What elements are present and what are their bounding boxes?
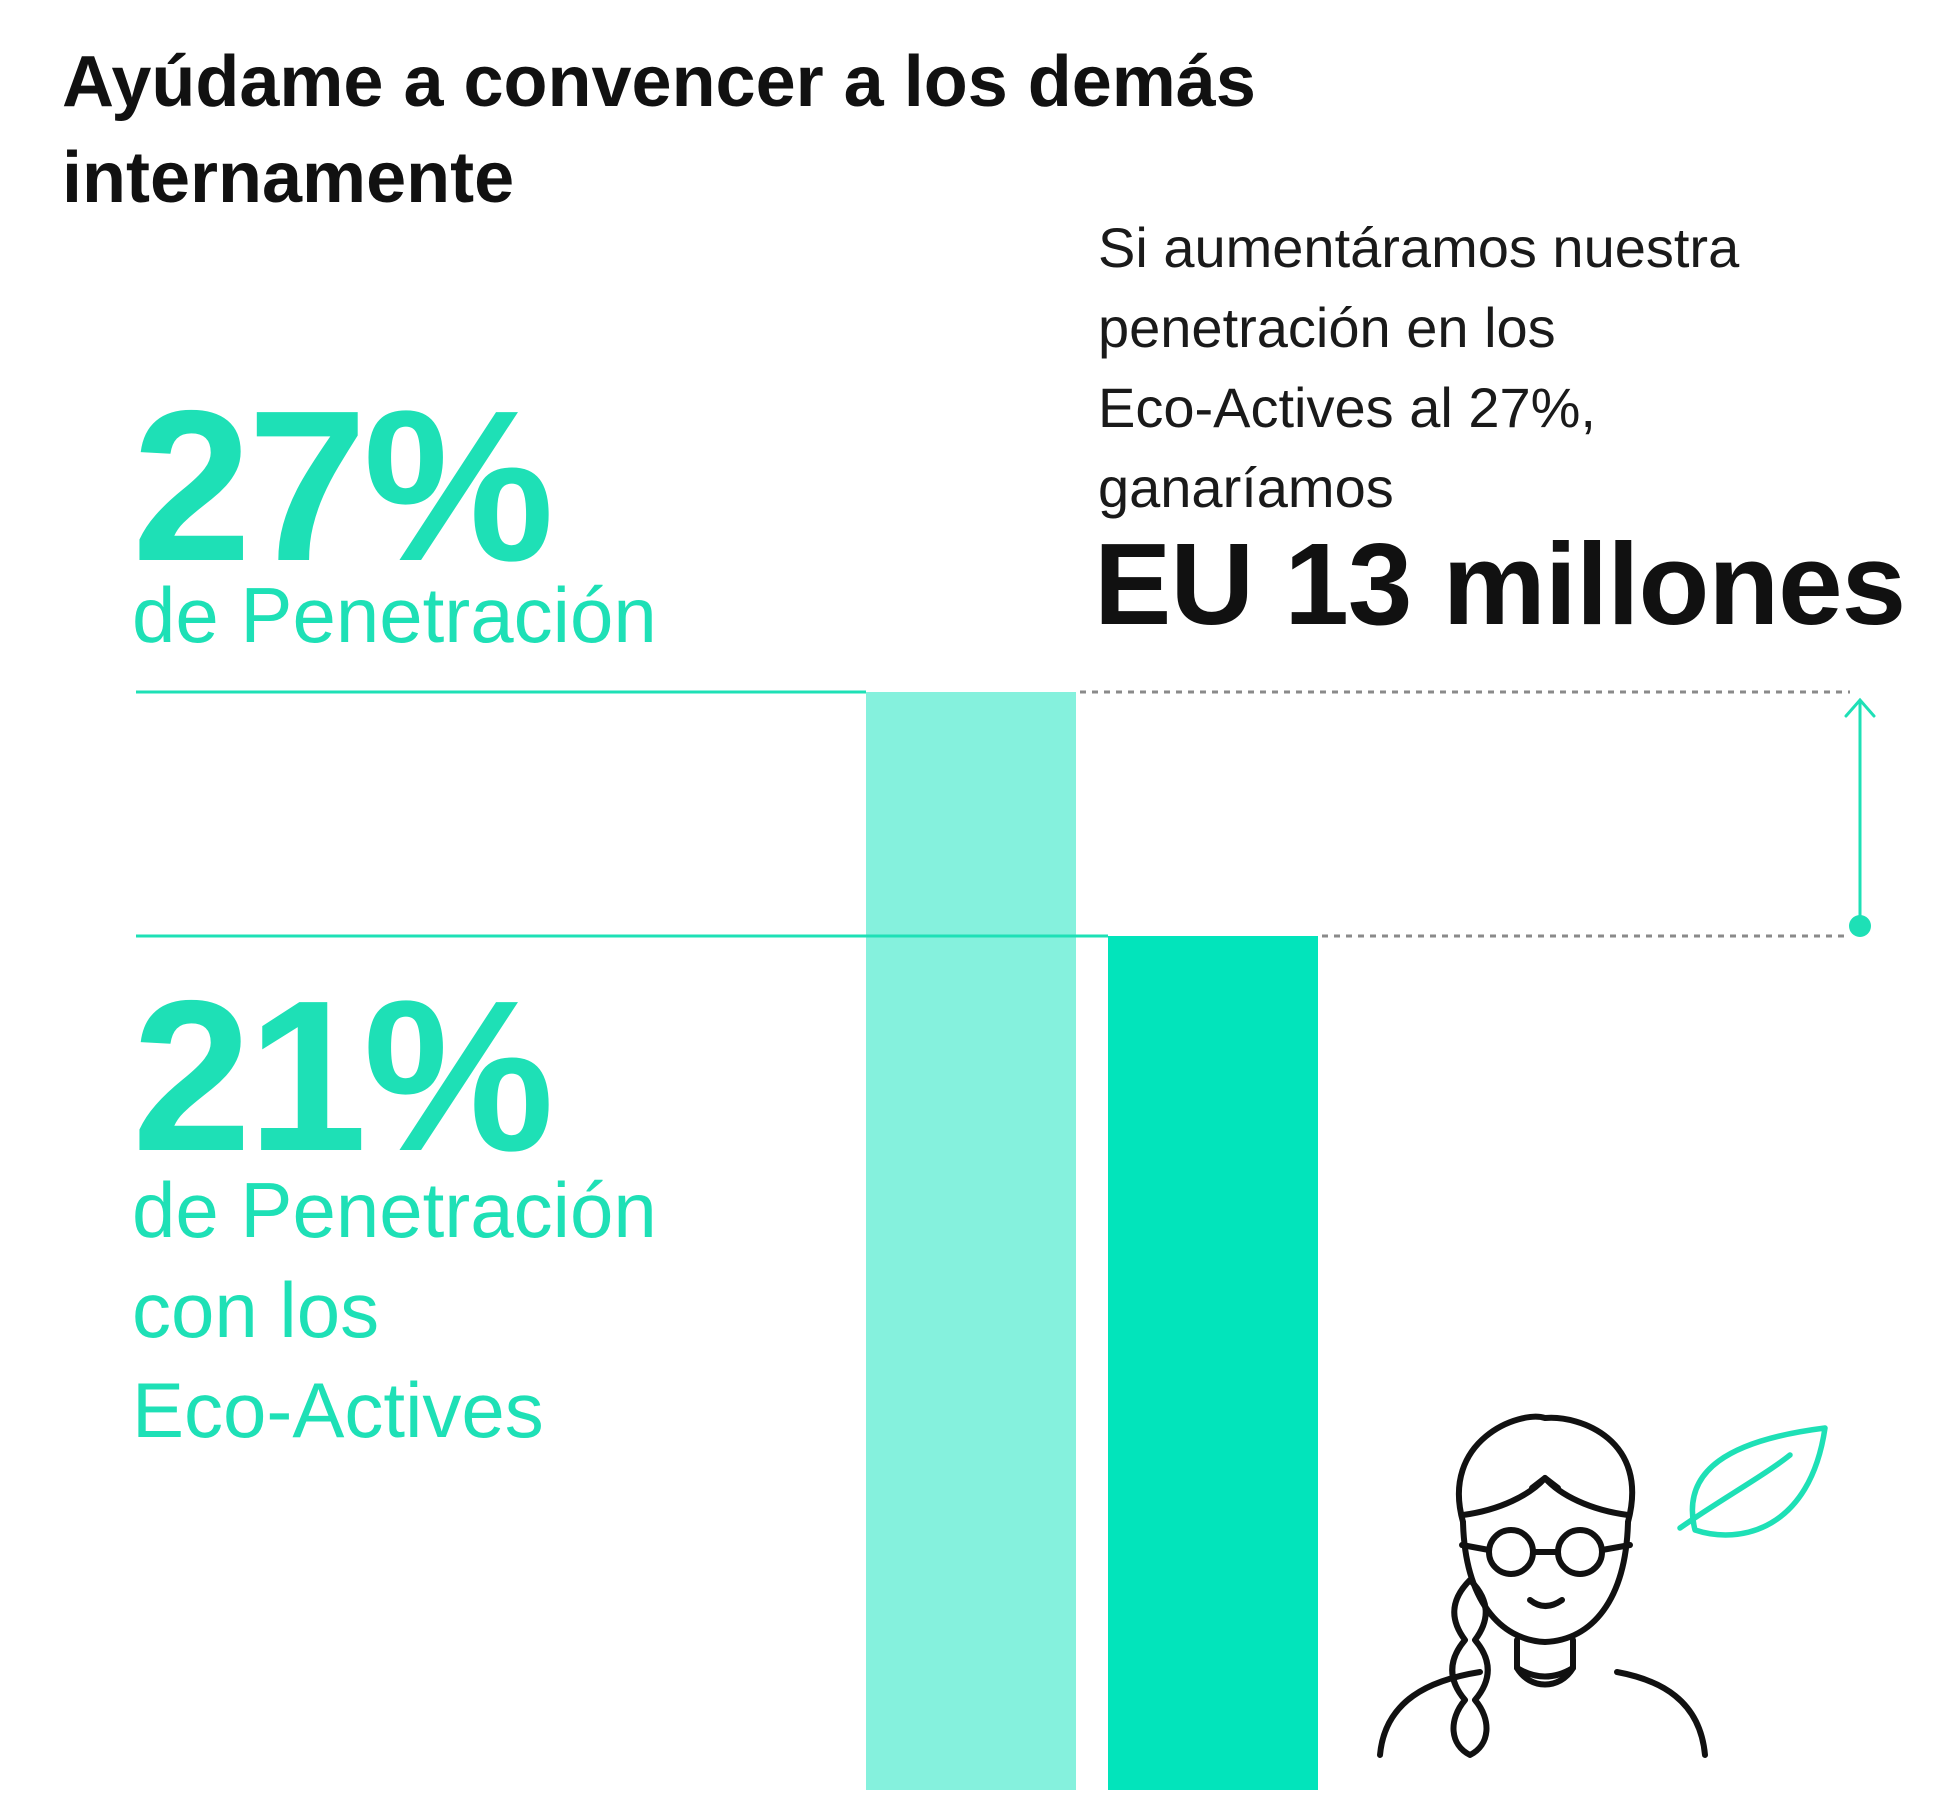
target-percentage-label: de Penetración — [132, 571, 657, 659]
increase-arrow-dot — [1849, 915, 1871, 937]
callout-line-4: ganaríamos — [1098, 456, 1394, 519]
person-with-glasses-icon — [1377, 1413, 1708, 1758]
callout-line-2: penetración en los — [1098, 296, 1556, 359]
page-title: Ayúdame a convencer a los demás internam… — [62, 42, 1256, 218]
current-percentage-label-line-2: con los — [132, 1266, 380, 1354]
callout-text: Si aumentáramos nuestra penetración en l… — [1098, 208, 1938, 528]
bar-2 — [1108, 936, 1318, 1790]
bar-1 — [866, 692, 1076, 1790]
bars-group — [866, 692, 1318, 1790]
current-percentage-label-line-1: de Penetración — [132, 1166, 657, 1254]
reference-lines-group — [136, 690, 1876, 938]
increase-arrow-head — [1844, 697, 1876, 718]
callout-line-1: Si aumentáramos nuestra — [1098, 216, 1740, 279]
leaf-icon — [1677, 1425, 1828, 1538]
callout-line-3: Eco-Actives al 27%, — [1098, 376, 1596, 439]
current-percentage: 21% — [132, 955, 554, 1196]
current-percentage-label-line-3: Eco-Actives — [132, 1366, 544, 1454]
target-percentage: 27% — [132, 365, 554, 606]
callout-amount: EU 13 millones — [1094, 519, 1906, 649]
